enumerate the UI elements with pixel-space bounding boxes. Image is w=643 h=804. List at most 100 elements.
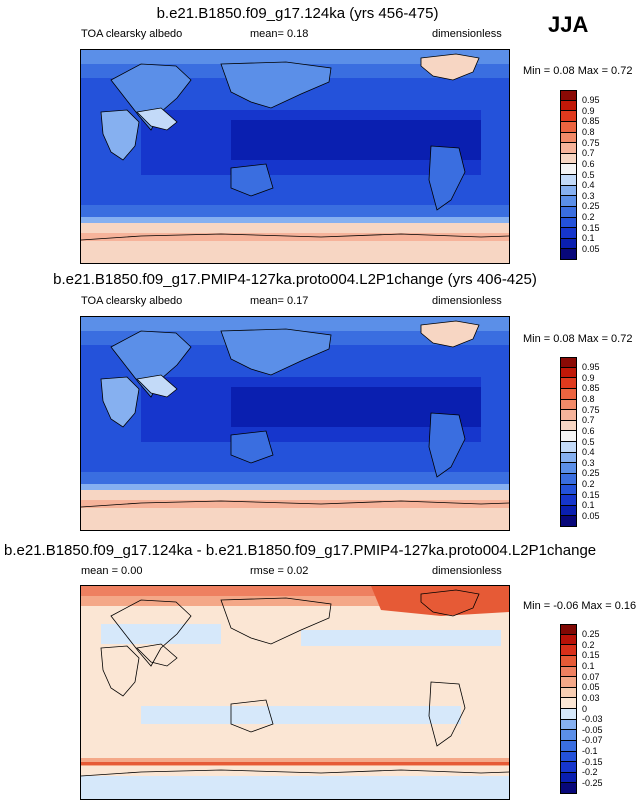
colorbar-swatch <box>560 687 577 699</box>
colorbar-label: -0.07 <box>582 735 603 746</box>
colorbar-swatch <box>560 431 577 442</box>
colorbar-label: -0.25 <box>582 777 603 788</box>
colorbar-label: 0.05 <box>582 682 600 693</box>
panel-1-colorbar: 0.05 0.1 0.15 0.2 0.25 0.3 0.4 0.5 0.6 0.7 0.75 0.8… <box>560 90 620 260</box>
panel-2-mean-label: mean= 0.17 <box>250 295 309 307</box>
colorbar-swatch <box>560 111 577 122</box>
colorbar-label: -0.03 <box>582 714 603 725</box>
colorbar-swatch <box>560 367 577 379</box>
colorbar-label: 0.2 <box>582 639 595 650</box>
colorbar-swatch <box>560 249 577 260</box>
colorbar-label: -0.05 <box>582 724 603 735</box>
colorbar-label: 0.9 <box>582 372 595 383</box>
colorbar-swatch <box>560 634 577 646</box>
panel-2-units-label: dimensionless <box>432 295 502 307</box>
colorbar-label: 0.5 <box>582 436 595 447</box>
panel-3-mean-label: mean = 0.00 <box>81 565 143 577</box>
colorbar-swatch <box>560 495 577 506</box>
colorbar-swatch <box>560 624 577 635</box>
colorbar-label: -0.15 <box>582 756 603 767</box>
colorbar-swatch <box>560 473 577 485</box>
panel-1-map-svg <box>81 50 509 263</box>
panel-1-map <box>80 49 510 264</box>
panel-1-variable-label: TOA clearsky albedo <box>81 28 183 40</box>
panel-3-colorbar: -0.25 -0.2 -0.15 -0.1 -0.07 -0.05 -0.03 0 0.03 0.… <box>560 624 620 794</box>
colorbar-swatch <box>560 783 577 794</box>
colorbar-swatch <box>560 206 577 218</box>
colorbar-label: 0.8 <box>582 127 595 137</box>
panel-2-colorbar: 0.05 0.1 0.15 0.2 0.25 0.3 0.4 0.5 0.6 0.7 0.75 0.8… <box>560 357 620 527</box>
colorbar-swatch <box>560 698 577 709</box>
colorbar-label: 0.75 <box>582 137 600 148</box>
colorbar-label: 0.1 <box>582 500 595 511</box>
colorbar-swatch <box>560 90 577 101</box>
panel-2-map-svg <box>81 317 509 530</box>
panel-3-minmax: Min = -0.06 Max = 0.16 <box>523 600 637 612</box>
colorbar-swatch <box>560 709 577 720</box>
colorbar-swatch <box>560 645 577 656</box>
colorbar-swatch <box>560 357 577 368</box>
colorbar-swatch <box>560 420 577 432</box>
colorbar-swatch <box>560 388 577 400</box>
colorbar-label: 0.2 <box>582 479 595 489</box>
colorbar-label: 0.1 <box>582 233 595 244</box>
colorbar-swatch <box>560 655 577 667</box>
colorbar-swatch <box>560 463 577 474</box>
colorbar-label: 0.15 <box>582 650 600 661</box>
panel-1-units-label: dimensionless <box>432 28 502 40</box>
colorbar-label: -0.2 <box>582 767 598 778</box>
panel-1-title: b.e21.B1850.f09_g17.124ka (yrs 456-475) <box>156 5 439 22</box>
colorbar-swatch <box>560 516 577 527</box>
colorbar-swatch <box>560 452 577 464</box>
colorbar-swatch <box>560 677 577 688</box>
colorbar-label: 0 <box>582 703 588 714</box>
colorbar-label: -0.1 <box>582 746 598 756</box>
panel-1-minmax: Min = 0.08 Max = 0.72 <box>523 65 633 77</box>
colorbar-label: 0.6 <box>582 158 595 169</box>
panel-3-units-label: dimensionless <box>432 565 502 577</box>
colorbar-swatch <box>560 153 577 165</box>
colorbar-swatch <box>560 228 577 239</box>
colorbar-label: 0.95 <box>582 95 600 106</box>
colorbar-swatch <box>560 175 577 186</box>
colorbar-swatch <box>560 719 577 731</box>
colorbar-swatch <box>560 217 577 229</box>
panel-2-minmax: Min = 0.08 Max = 0.72 <box>523 333 633 345</box>
colorbar-swatch <box>560 751 577 763</box>
panel-2-variable-label: TOA clearsky albedo <box>81 295 183 307</box>
colorbar-label: 0.9 <box>582 105 595 116</box>
colorbar-label: 0.15 <box>582 222 600 233</box>
colorbar-swatch <box>560 132 577 144</box>
panel-3-map <box>80 585 510 800</box>
colorbar-swatch <box>560 505 577 517</box>
colorbar-label: 0.05 <box>582 510 600 521</box>
colorbar-swatch <box>560 143 577 154</box>
colorbar-swatch <box>560 196 577 207</box>
colorbar-swatch <box>560 378 577 389</box>
colorbar-label: 0.7 <box>582 415 595 426</box>
colorbar-label: 0.25 <box>582 468 600 479</box>
colorbar-swatch <box>560 772 577 784</box>
colorbar-label: 0.8 <box>582 394 595 404</box>
colorbar-label: 0.03 <box>582 692 600 703</box>
colorbar-swatch <box>560 666 577 678</box>
colorbar-label: 0.25 <box>582 201 600 212</box>
colorbar-swatch <box>560 410 577 421</box>
colorbar-label: 0.07 <box>582 671 600 682</box>
colorbar-label: 0.1 <box>582 661 595 671</box>
colorbar-swatch <box>560 238 577 250</box>
colorbar-swatch <box>560 121 577 133</box>
colorbar-label: 0.25 <box>582 629 600 640</box>
colorbar-swatch <box>560 442 577 453</box>
colorbar-label: 0.3 <box>582 190 595 201</box>
panel-3-rmse-label: rmse = 0.02 <box>250 565 309 577</box>
colorbar-label: 0.7 <box>582 148 595 159</box>
colorbar-label: 0.2 <box>582 212 595 222</box>
colorbar-label: 0.15 <box>582 489 600 500</box>
colorbar-swatch <box>560 484 577 496</box>
colorbar-swatch <box>560 740 577 752</box>
colorbar-label: 0.6 <box>582 425 595 436</box>
panel-1-mean-label: mean= 0.18 <box>250 28 309 40</box>
colorbar-label: 0.75 <box>582 404 600 415</box>
colorbar-label: 0.5 <box>582 169 595 180</box>
